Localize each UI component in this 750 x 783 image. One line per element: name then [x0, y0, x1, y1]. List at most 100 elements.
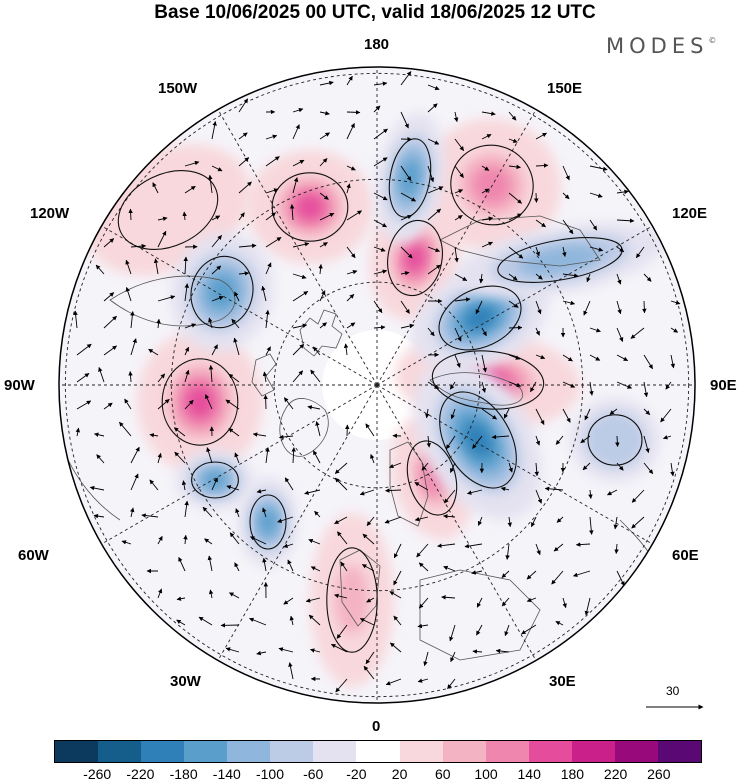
wind-vector-arrow — [418, 597, 429, 609]
colorbar-swatch-9 — [442, 741, 486, 762]
wind-vector-arrow — [476, 624, 483, 636]
wind-vector-arrow — [336, 624, 348, 639]
wind-vector-arrow — [427, 264, 441, 275]
wind-vector-arrow — [153, 258, 159, 275]
wind-vector-arrow — [103, 345, 117, 356]
wind-vector-arrow — [575, 542, 591, 547]
wind-vector-arrow — [562, 192, 570, 200]
wind-vector-arrow — [226, 485, 240, 491]
graticule — [59, 67, 695, 703]
meridian-line — [376, 109, 537, 386]
wind-vector-arrow — [291, 447, 296, 464]
wind-vector-arrow — [616, 570, 625, 587]
wind-vector-arrow — [670, 462, 675, 477]
wind-vector-arrow — [315, 421, 321, 437]
wind-vector-arrow — [256, 488, 267, 494]
wind-vector-arrow — [208, 589, 214, 599]
wind-vector-arrow — [544, 486, 564, 492]
parallel-circle — [273, 281, 481, 489]
wind-vector-arrow — [472, 435, 483, 449]
wind-vector-arrow — [614, 543, 619, 554]
wind-vector-arrow — [292, 291, 309, 302]
wind-vector-arrow — [384, 516, 402, 524]
wind-vector-arrow — [589, 192, 603, 198]
wind-vector-arrow — [346, 165, 356, 171]
colorbar-tick-label: -60 — [303, 766, 324, 782]
wind-vector-arrow — [198, 616, 213, 626]
wind-vector-arrow — [508, 325, 523, 330]
wind-vector-arrow — [288, 662, 294, 680]
wind-vector-arrow — [508, 164, 521, 170]
parallel-circle — [170, 178, 584, 592]
wind-vector-arrow — [562, 300, 576, 306]
wind-vector-arrow — [388, 462, 402, 469]
wind-vector-arrow — [265, 346, 271, 356]
wind-vector-arrow — [334, 516, 348, 525]
lon-label-30w: 30W — [170, 673, 201, 690]
wind-vector-arrow — [530, 381, 537, 393]
wind-vector-arrow — [670, 354, 676, 369]
wind-vector-arrow — [292, 343, 304, 356]
wind-vector-arrow — [414, 482, 429, 491]
colorbar-swatch-2 — [141, 741, 185, 762]
wind-vector-arrow — [507, 516, 512, 528]
wind-vector-arrow — [562, 165, 570, 181]
wind-vector-arrow — [184, 160, 200, 167]
wind-vector-arrow — [501, 597, 510, 607]
contour-ring — [406, 440, 458, 516]
wind-vector-arrow — [437, 543, 456, 548]
wind-vector-arrow — [417, 623, 429, 629]
wind-vector-arrow — [265, 134, 278, 140]
wind-vector-arrow — [535, 408, 545, 426]
wind-vector-arrow — [202, 506, 213, 518]
colorbar-tick-label: 20 — [391, 766, 408, 782]
wind-vector-arrow — [508, 213, 523, 221]
lon-label-90w: 90W — [4, 377, 35, 394]
wind-vector-arrow — [305, 597, 321, 603]
wind-vector-arrow — [365, 423, 375, 437]
wind-vector-arrow — [443, 514, 456, 519]
lon-label-30e: 30E — [549, 673, 576, 690]
wind-vector-arrow — [427, 84, 440, 91]
lon-label-120w: 120W — [30, 205, 70, 222]
wind-vector-arrow — [427, 208, 442, 221]
wind-vector-arrow — [152, 182, 159, 194]
wind-vector-arrow — [584, 408, 591, 421]
wind-vector-arrow — [425, 408, 430, 419]
colorbar-tick-label: 260 — [647, 766, 671, 782]
wind-vector-arrow — [292, 159, 305, 167]
colorbar-tick-label: -220 — [126, 766, 155, 782]
wind-vector-arrow — [256, 650, 267, 656]
wind-vector-arrow — [207, 555, 213, 572]
wind-vector-arrow — [262, 371, 268, 383]
wind-vector-arrow — [481, 188, 490, 194]
wind-vector-arrow — [228, 373, 240, 383]
colorbar-swatch-12 — [571, 741, 615, 762]
wind-vector-arrow — [343, 343, 349, 356]
colorbar-swatch-7 — [356, 741, 400, 762]
wind-vector-arrow — [363, 665, 375, 680]
wind-vector-arrow — [583, 300, 591, 316]
wind-vector-arrow — [615, 435, 620, 447]
wind-vector-arrow — [238, 212, 245, 221]
wind-vector-arrow — [292, 242, 310, 248]
wind-vector-arrow — [444, 489, 456, 504]
wind-vector-arrow — [508, 273, 518, 281]
wind-vector-arrow — [555, 435, 564, 445]
wind-vector-arrow — [535, 163, 549, 168]
wind-vector-arrow — [373, 81, 388, 86]
wind-vector-arrow — [373, 269, 388, 275]
colorbar-swatch-4 — [227, 741, 271, 762]
wind-vector-arrow — [362, 533, 375, 545]
wind-vector-arrow — [454, 354, 461, 368]
wind-vector-arrow — [228, 428, 240, 437]
contour-ring — [587, 414, 643, 466]
wind-vector-arrow — [589, 354, 601, 361]
wind-vector-arrow — [466, 489, 483, 495]
wind-vector-arrow — [184, 346, 190, 356]
reference-vector-label: 30 — [666, 684, 680, 698]
wind-vector-arrow — [365, 651, 375, 665]
wind-vector-arrow — [76, 343, 92, 356]
lon-label-90e: 90E — [710, 377, 737, 394]
wind-vector-arrow — [454, 138, 465, 151]
